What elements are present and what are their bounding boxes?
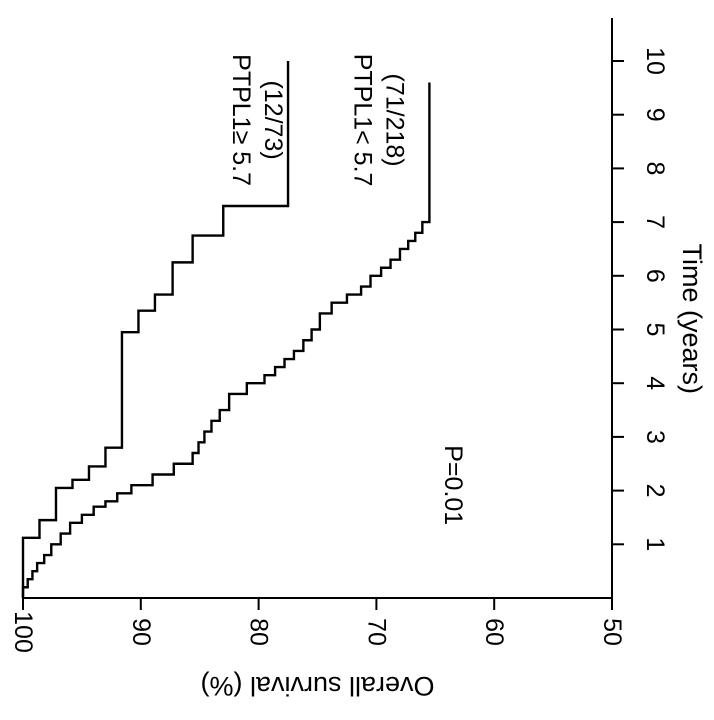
chart-frame [22,18,624,610]
x-tick-label: 7 [641,215,669,229]
y-tick-label: 60 [480,618,508,646]
y-tick-label: 50 [598,618,626,646]
x-axis-title: Time (years) [677,244,707,395]
x-tick-label: 2 [641,484,669,498]
p-value-annotation: P=0.01 [439,445,467,525]
x-tick-label: 10 [641,47,669,75]
series-label-2-name: PTPL1< 5.7 [348,54,376,187]
series-label-1-name: PTPL1≥ 5.7 [227,54,255,186]
x-tick-label: 3 [641,430,669,444]
y-tick-label: 70 [362,618,390,646]
chart-labels: 1 2 3 4 5 6 7 8 9 10 50 60 70 80 90 100 Time (years) Over… [9,47,707,701]
x-tick-label: 1 [641,537,669,551]
plot-area [21,61,431,598]
y-tick-label: 90 [127,618,155,646]
y-tick-label: 80 [245,618,273,646]
survival-curve-1 [21,61,290,598]
series-label-1-count: (12/73) [259,80,287,159]
x-tick-label: 4 [641,376,669,390]
survival-curve-2 [21,82,431,598]
x-tick-label: 5 [641,323,669,337]
x-tick-label: 9 [641,108,669,122]
x-tick-label: 8 [641,161,669,175]
y-axis-title: Overall survival (%) [200,671,434,701]
x-tick-label: 6 [641,269,669,283]
y-tick-label: 100 [9,611,37,653]
series-label-2-count: (71/218) [380,74,408,167]
